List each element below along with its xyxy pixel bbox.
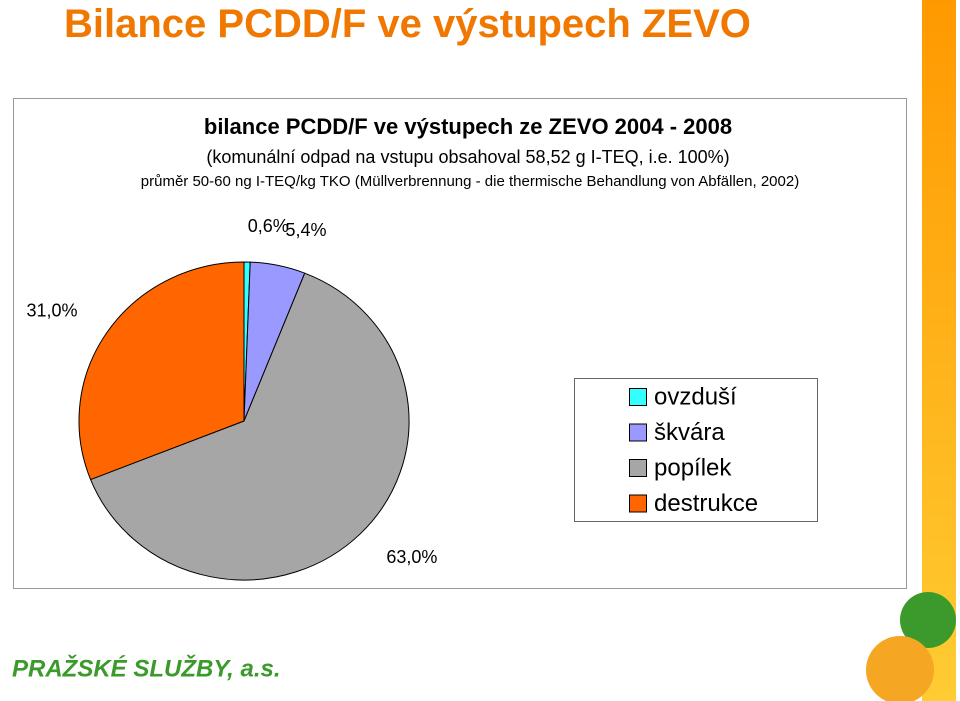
pie-slice	[78, 261, 245, 481]
chart-note: průměr 50-60 ng I-TEQ/kg TKO (Müllverbre…	[140, 173, 800, 190]
legend-swatch	[629, 459, 647, 477]
legend-swatch	[629, 388, 647, 406]
leaf	[900, 592, 956, 648]
data-label: 31,0%	[26, 301, 77, 321]
legend-label: popílek	[654, 454, 732, 481]
legend-swatch	[629, 494, 647, 513]
chart-subtitle: (komunální odpad na vstupu obsahoval 58,…	[206, 147, 729, 167]
legend-label: škvára	[654, 419, 725, 446]
slide-title: Bilance PCDD/F ve výstupech ZEVO	[64, 2, 751, 46]
side-strip	[922, 0, 956, 701]
legend-label: ovzduší	[654, 383, 737, 410]
legend-label: destrukce	[654, 490, 758, 517]
chart-title: bilance PCDD/F ve výstupech ze ZEVO 2004…	[204, 114, 732, 139]
footer-logo: PRAŽSKÉ SLUŽBY, a.s.	[12, 654, 281, 682]
legend-box	[574, 378, 818, 522]
pie-slice	[89, 272, 410, 581]
legend-swatch	[629, 423, 647, 442]
data-label: 63,0%	[386, 547, 437, 567]
data-label: 0,6%	[248, 216, 289, 236]
data-label: 5,4%	[285, 220, 326, 240]
leaf	[866, 636, 934, 701]
